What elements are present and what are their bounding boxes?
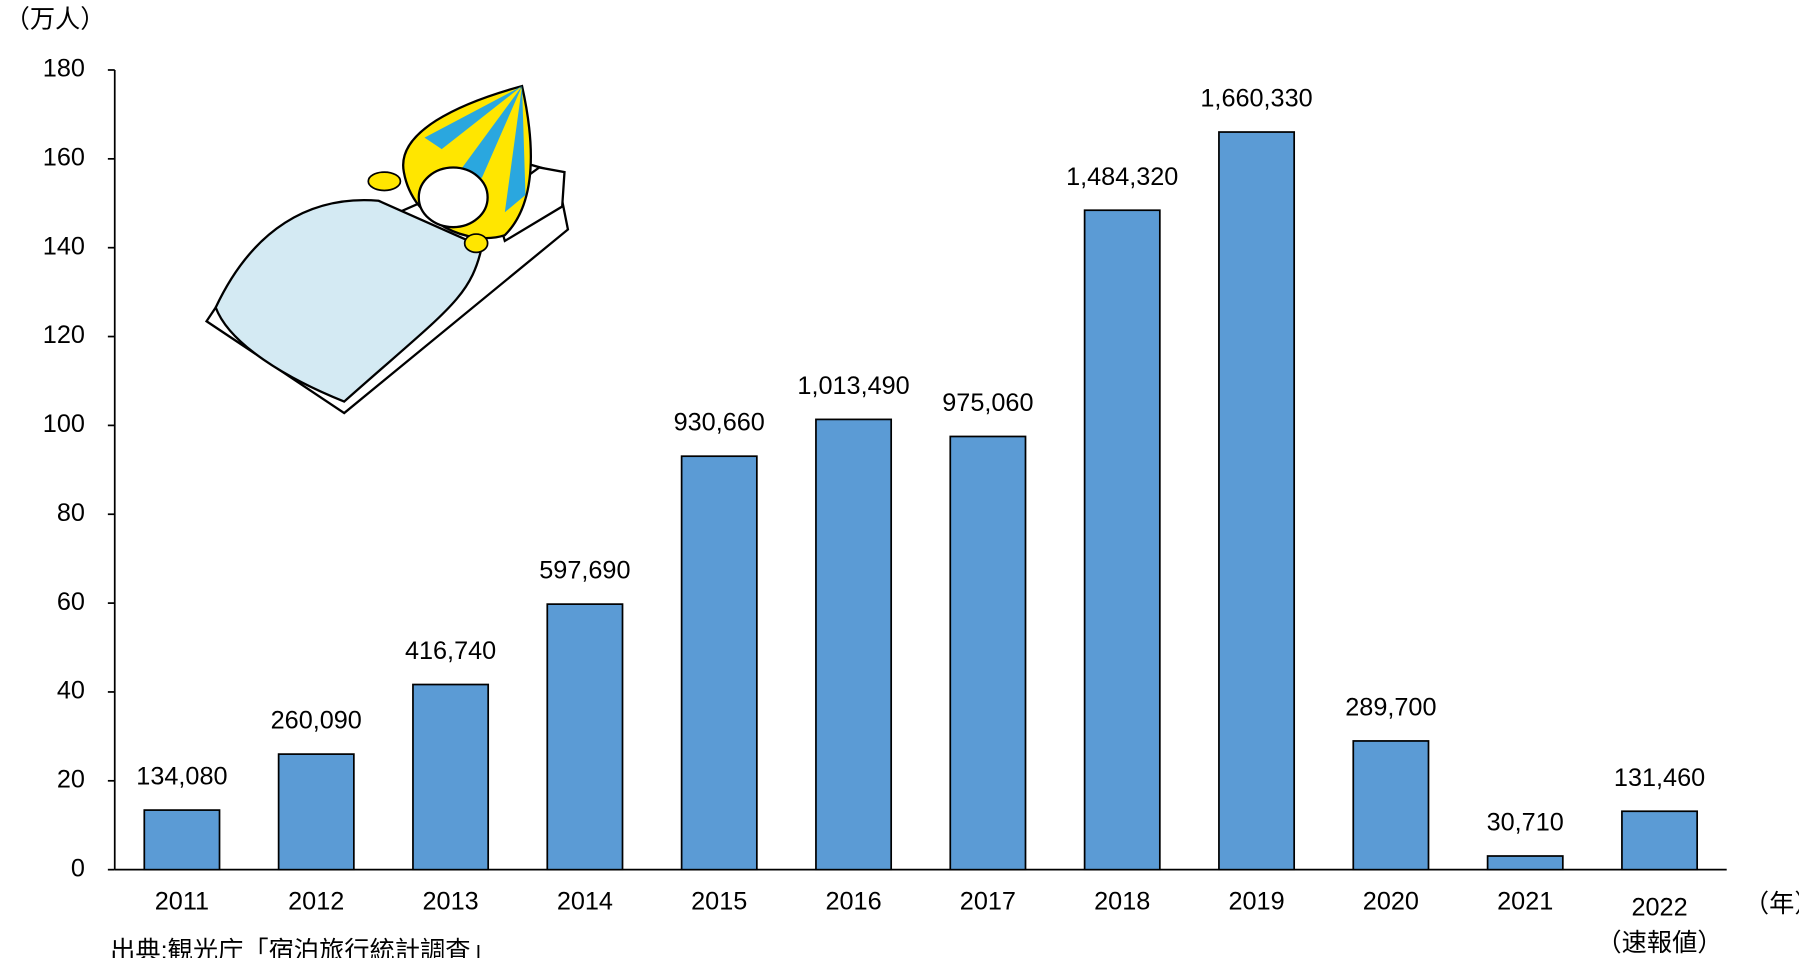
bar — [1218, 131, 1296, 871]
bar — [412, 683, 490, 871]
bar — [1083, 209, 1161, 871]
data-label: 131,460 — [1614, 764, 1705, 792]
data-label: 30,710 — [1487, 809, 1564, 837]
data-label: 1,660,330 — [1200, 85, 1312, 113]
bar — [949, 435, 1027, 871]
x-tick-label: 2018 — [1094, 888, 1150, 916]
bar — [277, 753, 355, 871]
x-tick-label: 2015 — [691, 888, 747, 916]
mascot — [204, 84, 570, 415]
x-tick-label: 2020 — [1363, 888, 1419, 916]
x-tick-label: 2014 — [557, 888, 613, 916]
x-tick-label: 2022 — [1631, 893, 1687, 921]
y-tick-label: 80 — [57, 499, 85, 527]
data-label: 134,080 — [136, 763, 227, 791]
x-tick-label: 2011 — [155, 888, 209, 916]
x-tick-label: 2017 — [960, 888, 1016, 916]
bar — [815, 418, 893, 871]
bar — [1352, 740, 1430, 871]
y-tick-label: 0 — [71, 854, 85, 882]
y-tick-label: 180 — [43, 55, 85, 83]
y-tick-label: 160 — [43, 144, 85, 172]
data-label: 975,060 — [942, 389, 1033, 417]
source: 出典:観光庁「宿泊旅行統計調査」 — [110, 937, 496, 958]
data-label: 597,690 — [539, 557, 630, 585]
bar — [1486, 855, 1564, 871]
x-tick-label: 2012 — [288, 888, 344, 916]
x-tick-label: 2019 — [1228, 888, 1284, 916]
data-label: 260,090 — [271, 707, 362, 735]
x-tick-label: 2021 — [1497, 888, 1553, 916]
y-tick-label: 40 — [57, 677, 85, 705]
y-tick-label: 140 — [43, 232, 85, 260]
x-unit-label: （年） — [1744, 890, 1799, 918]
x-tick-label: 2013 — [422, 888, 478, 916]
bar — [546, 603, 624, 871]
data-label: 416,740 — [405, 637, 496, 665]
data-label: 289,700 — [1345, 694, 1436, 722]
y-tick-label: 20 — [57, 765, 85, 793]
y-unit-label: （万人） — [5, 5, 106, 33]
category-note: （速報値） — [1596, 929, 1722, 957]
x-tick-label: 2016 — [825, 888, 881, 916]
data-label: 1,013,490 — [797, 372, 909, 400]
bar — [1621, 810, 1699, 871]
data-label: 930,660 — [674, 409, 765, 437]
y-tick-label: 120 — [43, 321, 85, 349]
y-tick-label: 60 — [57, 588, 85, 616]
bar — [143, 809, 221, 871]
y-tick-label: 100 — [43, 410, 85, 438]
bar — [680, 455, 758, 871]
data-label: 1,484,320 — [1066, 163, 1178, 191]
